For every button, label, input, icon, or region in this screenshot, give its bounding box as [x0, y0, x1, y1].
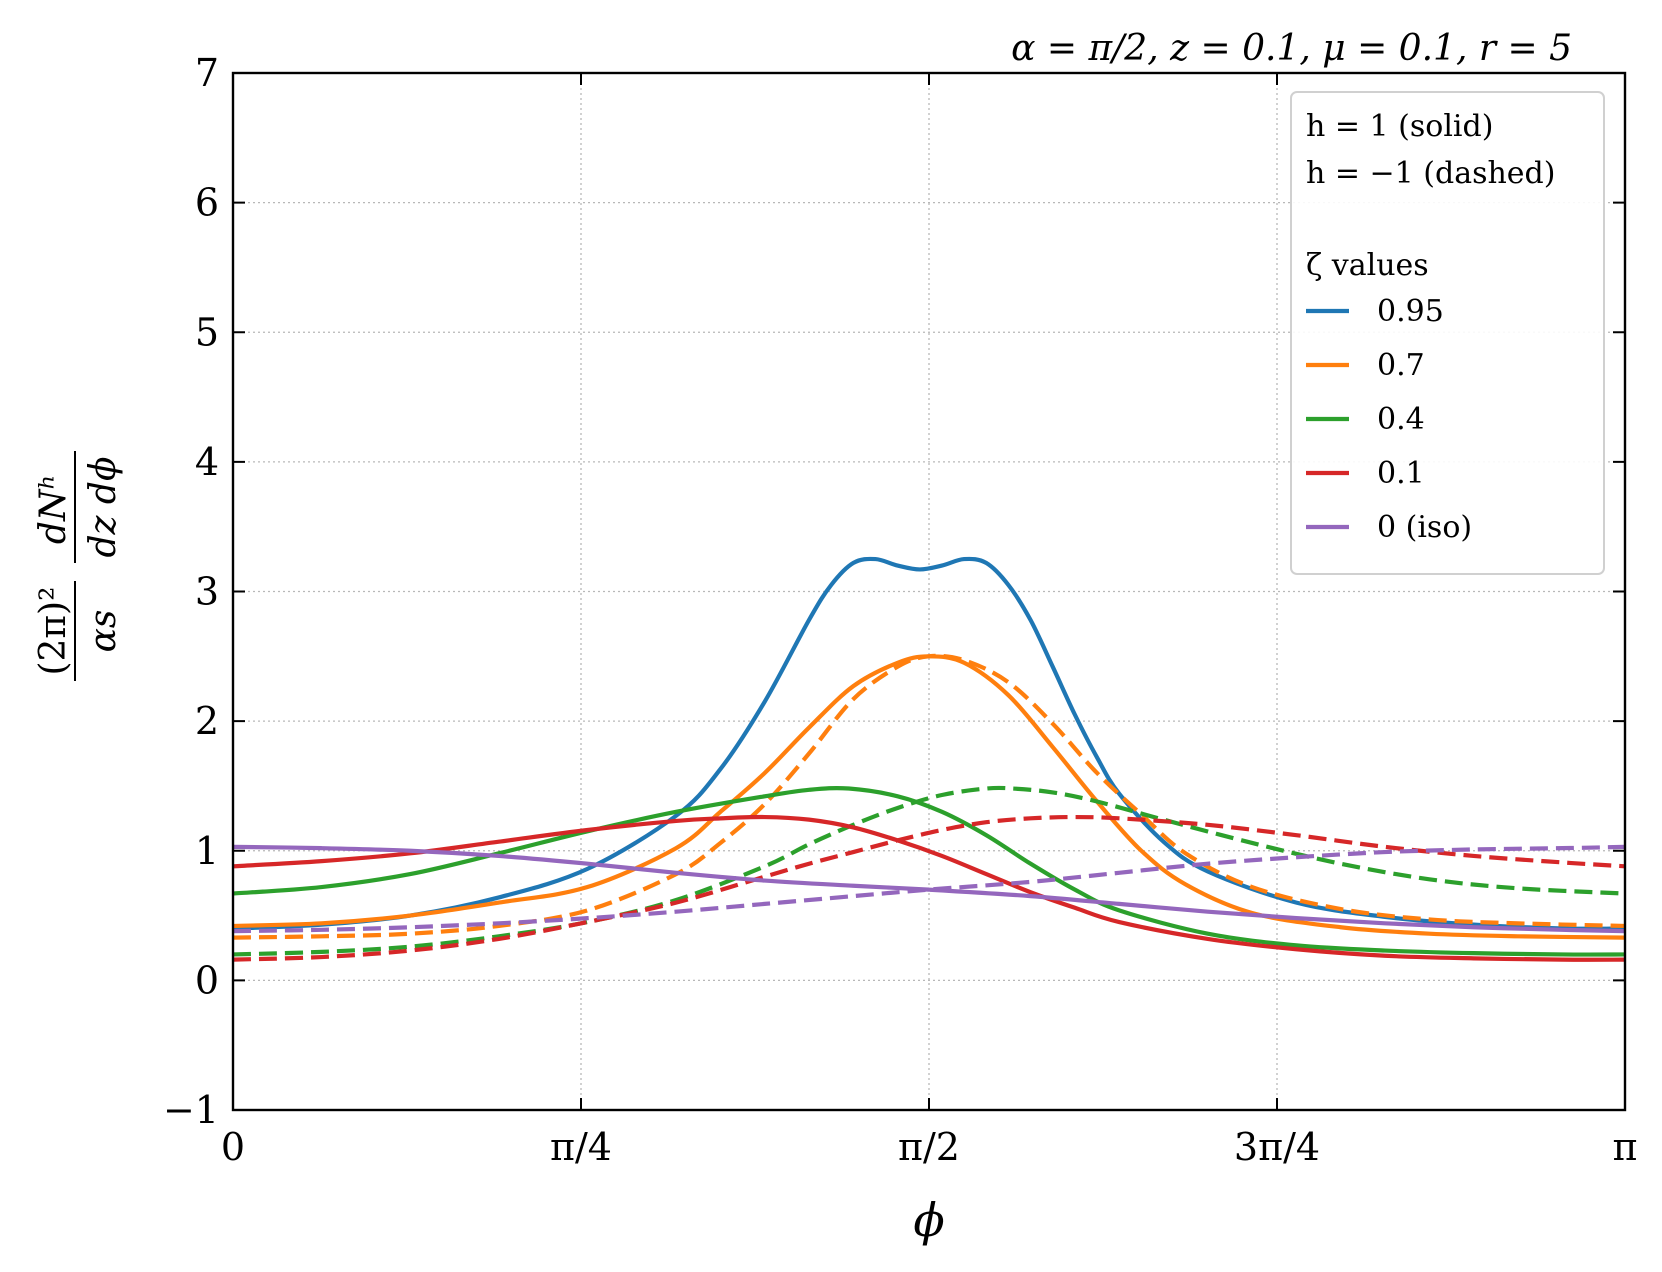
- legend-entry-label: 0.7: [1377, 348, 1425, 383]
- series-line: [232, 844, 1626, 934]
- y-tick-label: 5: [195, 310, 219, 354]
- legend-entry-label: 0.1: [1377, 456, 1425, 491]
- legend-entries: 0.95 0.7 0.4 0.1 0 (iso): [1306, 294, 1472, 545]
- x-tick-label: π: [1613, 1125, 1638, 1169]
- series-line: [232, 814, 1626, 962]
- y-tick-label: 4: [195, 440, 219, 484]
- y-tick-label: 2: [195, 699, 219, 743]
- y-axis-label: (2π)² αs dNʰ dz dϕ: [33, 451, 124, 681]
- series-line: [232, 785, 1626, 957]
- series-line: [232, 814, 1626, 962]
- y-label-numerator-left: (2π)²: [33, 586, 74, 675]
- y-label-denominator-left: αs: [83, 610, 124, 653]
- legend-title: ζ values: [1306, 248, 1429, 283]
- legend-style-solid: h = 1 (solid): [1306, 109, 1493, 144]
- x-tick-label: π/4: [550, 1125, 612, 1169]
- legend: h = 1 (solid) h = −1 (dashed) ζ values 0…: [1290, 91, 1605, 575]
- legend-entry-label: 0.4: [1377, 402, 1425, 437]
- legend-style-dashed: h = −1 (dashed): [1306, 156, 1555, 191]
- y-tick-label: −1: [163, 1088, 219, 1132]
- legend-entry-label: 0.95: [1377, 294, 1444, 329]
- y-tick-label: 0: [195, 958, 219, 1002]
- series-line: [232, 785, 1626, 957]
- y-tick-label: 3: [195, 570, 219, 614]
- x-tick-label: π/2: [898, 1125, 960, 1169]
- y-tick-label: 6: [195, 181, 219, 225]
- x-axis-label: ϕ: [913, 1193, 944, 1247]
- series-line: [232, 556, 1626, 931]
- grid-lines: [233, 73, 1625, 1110]
- series-line: [232, 844, 1626, 934]
- y-tick-label: 7: [195, 51, 219, 95]
- x-tick-label: 0: [221, 1125, 245, 1169]
- chart-title: α = π/2, z = 0.1, μ = 0.1, r = 5: [1011, 28, 1572, 69]
- y-label-numerator-right: dNʰ: [33, 474, 74, 544]
- legend-entry-label: 0 (iso): [1377, 510, 1472, 545]
- y-tick-label: 1: [195, 829, 219, 873]
- legend-box: [1290, 91, 1605, 575]
- series-lines: [232, 556, 1626, 962]
- x-tick-label: 3π/4: [1234, 1125, 1320, 1169]
- y-label-denominator-right: dz dϕ: [83, 456, 124, 557]
